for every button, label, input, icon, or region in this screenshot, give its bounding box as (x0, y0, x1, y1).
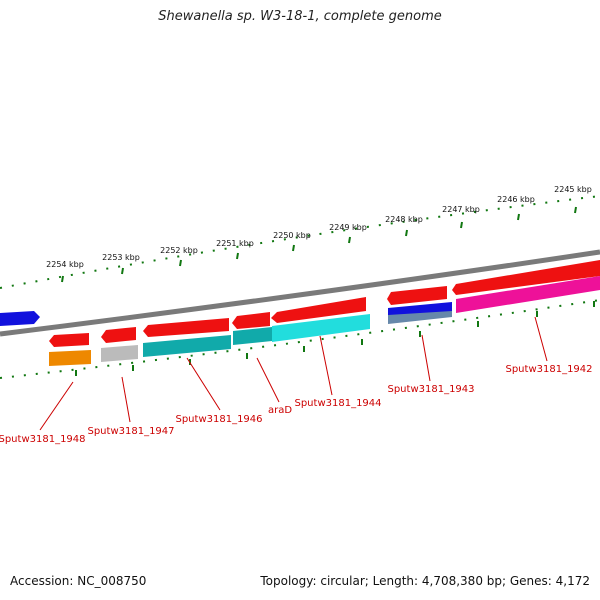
gene-arrow[interactable] (0, 311, 40, 326)
gene-arrow[interactable] (452, 260, 600, 295)
genome-backbone (0, 249, 600, 337)
scale-label: 2252 kbp (160, 246, 198, 255)
scale-tick (121, 267, 124, 275)
gene-arrow[interactable] (387, 286, 447, 305)
gene-labels: Sputw3181_1942 Sputw3181_1943 Sputw3181_… (0, 364, 593, 445)
gene-label[interactable]: Sputw3181_1948 (0, 434, 86, 445)
scale-label: 2245 kbp (554, 185, 592, 194)
scale-tick (517, 213, 520, 221)
gene-arrow[interactable] (143, 318, 229, 337)
scale-label: 2247 kbp (442, 205, 480, 214)
gene-label[interactable]: Sputw3181_1947 (87, 426, 174, 437)
gene-label[interactable]: araD (268, 405, 292, 416)
scale-tick (348, 236, 351, 244)
scale-label: 2250 kbp (273, 231, 311, 240)
scale-label: 2249 kbp (329, 223, 367, 232)
gene-label[interactable]: Sputw3181_1943 (387, 384, 474, 395)
forward-genes (0, 260, 600, 347)
category-block (456, 276, 600, 313)
scale-tick (179, 259, 182, 267)
scale-label: 2246 kbp (497, 195, 535, 204)
label-leaders (39, 316, 548, 431)
outer-scale (0, 195, 600, 289)
category-track (49, 276, 600, 366)
scale-label: 2253 kbp (102, 253, 140, 262)
category-block (143, 335, 231, 357)
category-block (272, 314, 370, 342)
scale-tick (405, 229, 408, 237)
inner-scale (0, 299, 600, 379)
scale-labels: 2245 kbp 2246 kbp 2247 kbp 2248 kbp 2249… (46, 185, 592, 269)
category-block (388, 311, 452, 324)
scale-label: 2251 kbp (216, 239, 254, 248)
scale-tick (236, 252, 239, 260)
scale-tick (460, 221, 463, 229)
map-title: Shewanella sp. W3-18-1, complete genome (158, 9, 442, 24)
scale-label: 2254 kbp (46, 260, 84, 269)
scale-tick (61, 275, 64, 283)
scale-tick (574, 206, 577, 214)
gene-arrow[interactable] (232, 312, 270, 329)
gene-arrow[interactable] (271, 297, 366, 323)
genome-summary-text: Topology: circular; Length: 4,708,380 bp… (260, 574, 590, 588)
scale-tick (292, 244, 295, 252)
gene-arrow[interactable] (49, 333, 89, 347)
gene-label[interactable]: Sputw3181_1944 (294, 398, 381, 409)
gene-arrow[interactable] (101, 327, 136, 343)
scale-label: 2248 kbp (385, 215, 423, 224)
accession-text: Accession: NC_008750 (10, 574, 147, 588)
category-block (101, 345, 138, 362)
category-block (233, 327, 272, 345)
gene-label[interactable]: Sputw3181_1942 (505, 364, 592, 375)
gene-label[interactable]: Sputw3181_1946 (175, 414, 262, 425)
category-block (49, 350, 91, 366)
